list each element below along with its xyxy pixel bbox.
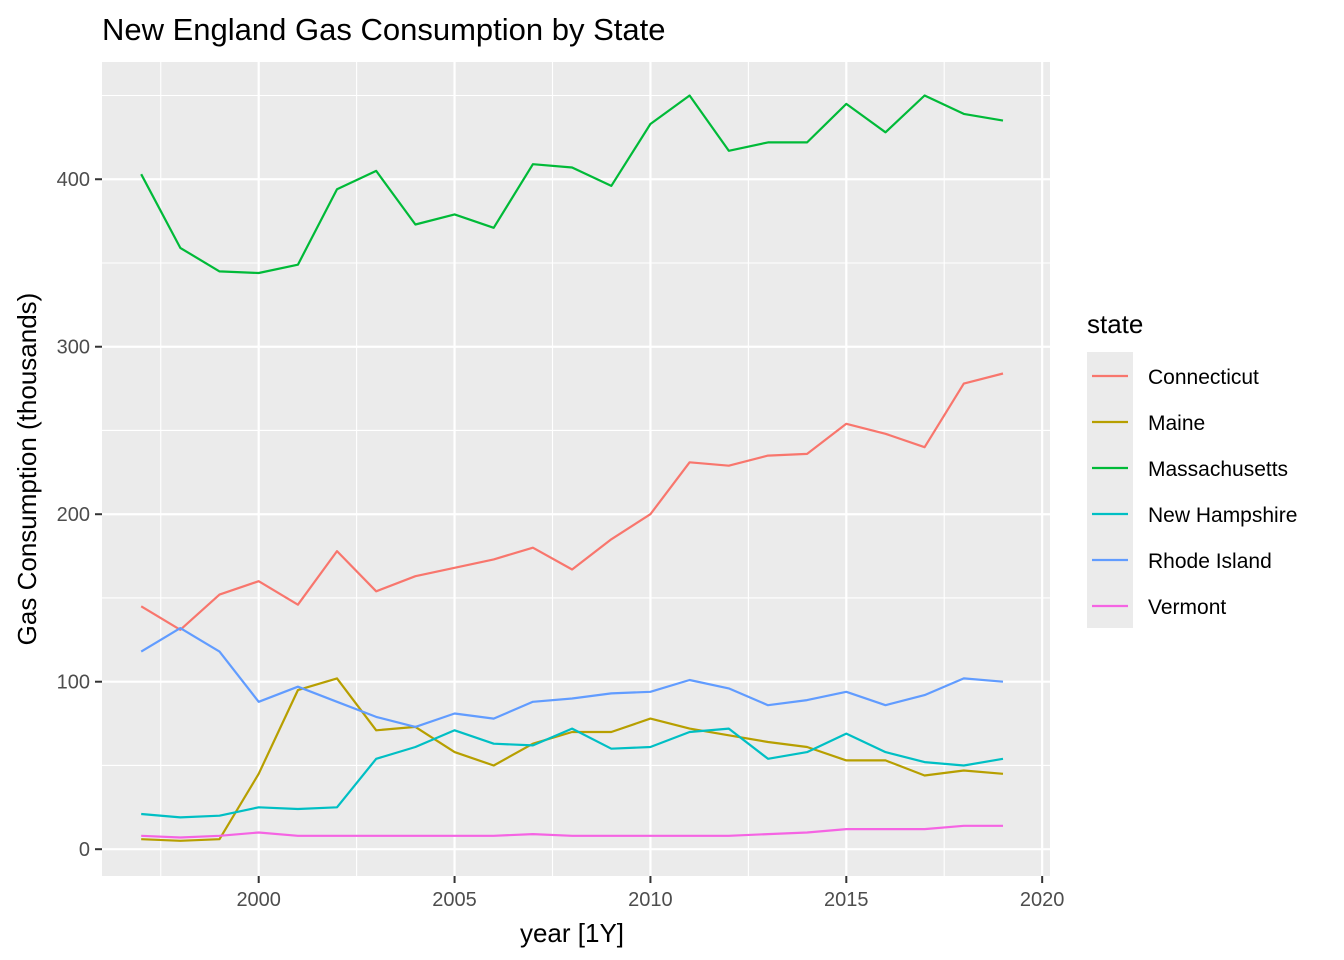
series-line-connecticut [140, 372, 1004, 631]
x-tick-label: 2015 [824, 889, 869, 911]
legend-key-background [1087, 352, 1133, 628]
x-tick-label: 2020 [1020, 889, 1065, 911]
series-line-massachusetts [140, 94, 1004, 275]
y-axis-title: Gas Consumption (thousands) [12, 293, 42, 646]
legend-label: Rhode Island [1148, 550, 1272, 573]
plot-panel [102, 62, 1050, 876]
chart-title: New England Gas Consumption by State [102, 12, 665, 47]
legend-label: Vermont [1148, 596, 1226, 619]
series-line-new-hampshire [141, 727, 1004, 819]
x-tick-label: 2000 [236, 889, 281, 911]
y-tick-label: 100 [57, 672, 90, 694]
series-line-maine [141, 677, 1004, 842]
x-tick-label: 2010 [628, 889, 673, 911]
x-tick-label: 2005 [432, 889, 477, 911]
y-axis: 0 100 200 300 400 [57, 169, 102, 861]
legend-label: New Hampshire [1148, 504, 1297, 527]
series-line-rhode-island [140, 626, 1004, 729]
series-line-vermont [141, 824, 1003, 839]
y-tick-label: 0 [79, 839, 90, 861]
legend: Connecticut Maine Massachusetts New Hampshi… [1092, 366, 1297, 619]
series-lines [140, 94, 1004, 842]
y-tick-label: 200 [57, 504, 90, 526]
legend-label: Maine [1148, 412, 1205, 435]
legend-label: Massachusetts [1148, 458, 1288, 481]
legend-title: state [1087, 309, 1143, 339]
x-axis: 2000 2005 2010 2015 2020 [236, 876, 1064, 911]
x-axis-title: year [1Y] [520, 918, 624, 948]
y-tick-label: 400 [57, 169, 90, 191]
gridlines [102, 62, 1050, 876]
y-tick-label: 300 [57, 337, 90, 359]
legend-label: Connecticut [1148, 366, 1259, 389]
